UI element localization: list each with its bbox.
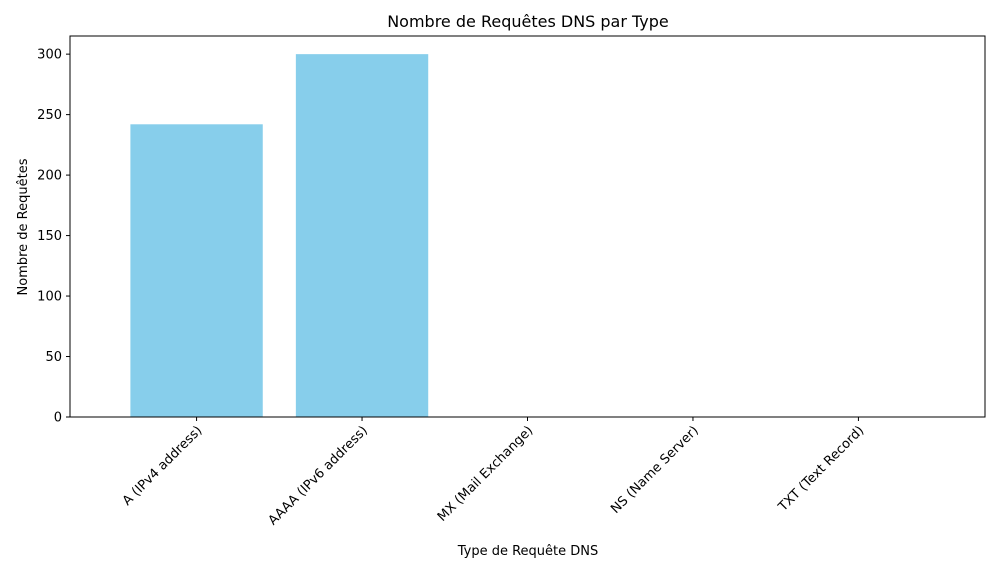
x-tick-label-2: MX (Mail Exchange): [435, 423, 536, 524]
y-tick-label-4: 200: [37, 169, 62, 184]
y-axis-label: Nombre de Requêtes: [16, 158, 31, 295]
y-tick-label-1: 50: [45, 350, 62, 365]
y-tick-label-0: 0: [54, 411, 62, 426]
x-tick-label-3: NS (Name Server): [608, 423, 702, 517]
x-tick-label-1: AAAA (IPv6 address): [266, 423, 371, 528]
y-tick-label-6: 300: [37, 48, 62, 63]
chart-title: Nombre de Requêtes DNS par Type: [387, 12, 669, 31]
x-axis-label: Type de Requête DNS: [457, 544, 599, 559]
y-tick-label-2: 100: [37, 290, 62, 305]
bars-group: [130, 54, 429, 418]
y-tick-label-3: 150: [37, 229, 62, 244]
x-tick-label-4: TXT (Text Record): [775, 423, 867, 515]
y-tick-label-5: 250: [37, 108, 62, 123]
y-axis: 0 50 100 150 200 250 300: [37, 48, 70, 426]
x-tick-label-0: A (IPv4 address): [120, 423, 206, 509]
bar-0: [130, 124, 263, 418]
x-axis: A (IPv4 address) AAAA (IPv6 address) MX (M…: [120, 417, 867, 528]
bar-1: [295, 54, 429, 418]
